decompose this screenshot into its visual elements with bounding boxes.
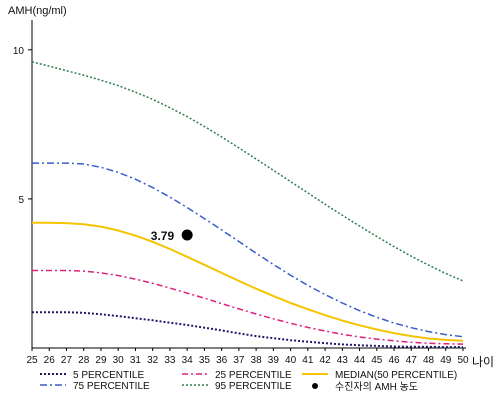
x-tick-label: 43 xyxy=(337,355,349,366)
data-point-label: 3.79 xyxy=(151,229,175,243)
legend-label: 25 PERCENTILE xyxy=(215,370,292,381)
legend-label: 75 PERCENTILE xyxy=(73,381,150,392)
y-axis-label: AMH(ng/ml) xyxy=(8,5,67,17)
x-tick-label: 49 xyxy=(440,355,452,366)
x-tick-label: 46 xyxy=(388,355,400,366)
x-tick-label: 47 xyxy=(406,355,418,366)
x-tick-label: 38 xyxy=(251,355,263,366)
x-tick-label: 27 xyxy=(61,355,73,366)
x-tick-label: 39 xyxy=(268,355,280,366)
x-tick-label: 45 xyxy=(371,355,383,366)
x-tick-label: 44 xyxy=(354,355,366,366)
x-tick-label: 42 xyxy=(320,355,332,366)
x-tick-label: 29 xyxy=(95,355,107,366)
legend: 5 PERCENTILE 25 PERCENTILE MEDIAN(50 PERCE… xyxy=(40,370,457,393)
x-tick-label: 32 xyxy=(147,355,159,366)
x-tick-label: 48 xyxy=(423,355,435,366)
x-tick-label: 41 xyxy=(302,355,314,366)
legend-label: 95 PERCENTILE xyxy=(215,381,292,392)
series-line xyxy=(32,221,464,342)
legend-label: 수진자의 AMH 농도 xyxy=(335,381,418,393)
x-tick-label: 37 xyxy=(233,355,245,366)
x-tick-label: 33 xyxy=(164,355,176,366)
series-line xyxy=(32,162,464,338)
x-tick-label: 36 xyxy=(216,355,228,366)
x-axis-label: 나이 xyxy=(472,355,494,369)
x-tick-label: 31 xyxy=(130,355,142,366)
x-tick-label: 26 xyxy=(44,355,56,366)
x-tick-label: 30 xyxy=(113,355,125,366)
legend-label: MEDIAN(50 PERCENTILE) xyxy=(335,370,457,381)
legend-marker xyxy=(312,383,318,389)
x-tick-label: 35 xyxy=(199,355,211,366)
data-point-layer: 3.79 xyxy=(151,229,193,243)
x-tick-label: 34 xyxy=(182,355,194,366)
x-tick-label: 25 xyxy=(26,355,38,366)
legend-label: 5 PERCENTILE xyxy=(73,370,144,381)
x-tick-label: 40 xyxy=(285,355,297,366)
series-layer xyxy=(31,60,464,349)
x-tick-label: 28 xyxy=(78,355,90,366)
x-tick-label: 50 xyxy=(457,355,469,366)
axes: 5 10 25 26 27 28 29 30 31 32 33 34 35 36 37 38 39 40 41 42 4… xyxy=(13,20,469,366)
y-tick-label: 5 xyxy=(18,195,24,206)
series-line xyxy=(32,269,464,345)
y-tick-label: 10 xyxy=(13,46,25,57)
data-point xyxy=(181,229,193,241)
series-line xyxy=(31,60,464,282)
series-line xyxy=(32,311,463,349)
